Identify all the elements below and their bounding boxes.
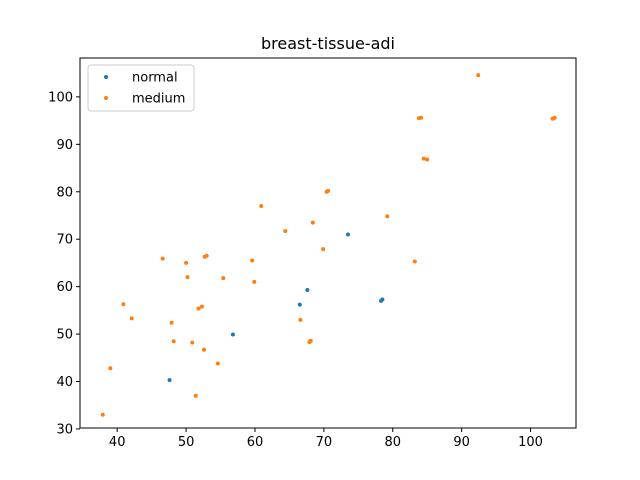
data-point-normal	[167, 378, 172, 383]
data-point-medium	[321, 247, 326, 252]
y-tick-label: 90	[56, 138, 73, 153]
legend-marker-normal	[104, 75, 108, 79]
data-point-normal	[297, 302, 302, 307]
x-tick-label: 40	[109, 435, 126, 450]
data-point-medium	[412, 259, 417, 264]
data-point-medium	[259, 204, 264, 208]
y-tick-label: 70	[56, 233, 73, 248]
legend-marker-medium	[104, 96, 108, 100]
data-point-medium	[171, 339, 176, 344]
data-point-medium	[298, 317, 303, 322]
data-point-medium	[204, 253, 209, 258]
data-point-medium	[108, 366, 113, 371]
data-point-normal	[380, 297, 385, 302]
data-point-medium	[196, 306, 201, 311]
x-tick-label: 50	[178, 435, 195, 450]
x-tick-label: 90	[453, 435, 470, 450]
data-point-normal	[305, 287, 310, 292]
data-point-medium	[419, 115, 423, 120]
data-point-medium	[252, 279, 257, 284]
plot-area: 40 50 60 70 80 90 100 30 40 50 60 70 80 90 100	[48, 57, 577, 450]
y-axis: 30 40 50 60 70 80 90 100	[48, 90, 80, 437]
x-axis: 40 50 60 70 80 90 100	[109, 428, 543, 450]
data-point-medium	[202, 347, 206, 352]
data-point-medium	[184, 260, 189, 265]
x-tick-label: 100	[518, 435, 543, 450]
x-tick-label: 70	[316, 435, 333, 450]
series-normal	[167, 232, 385, 383]
data-point-normal	[230, 332, 235, 337]
y-tick-label: 40	[56, 375, 73, 390]
data-point-medium	[160, 256, 165, 261]
legend-label-medium: medium	[132, 92, 185, 107]
data-point-medium	[425, 157, 430, 162]
data-point-medium	[129, 316, 134, 321]
data-point-medium	[221, 276, 226, 281]
data-point-medium	[476, 73, 481, 78]
legend-box	[87, 64, 195, 112]
data-point-medium	[100, 412, 105, 417]
data-point-medium	[310, 220, 315, 225]
series-medium	[100, 73, 557, 417]
data-point-medium	[283, 229, 288, 234]
data-point-medium	[215, 361, 220, 366]
y-tick-label: 80	[56, 185, 73, 200]
x-tick-label: 80	[384, 435, 401, 450]
data-point-normal	[345, 232, 350, 237]
points-layer	[100, 73, 557, 417]
y-tick-label: 100	[48, 90, 73, 105]
data-point-medium	[169, 320, 174, 325]
data-point-medium	[326, 188, 330, 193]
legend-entries: normal medium	[104, 71, 185, 107]
y-tick-label: 60	[56, 280, 73, 295]
legend: normal medium	[87, 64, 195, 112]
data-point-medium	[199, 304, 204, 309]
data-point-medium	[250, 258, 255, 263]
data-point-medium	[185, 275, 190, 280]
data-point-medium	[421, 156, 426, 161]
data-point-medium	[552, 115, 557, 120]
data-point-medium	[190, 340, 195, 345]
axes-frame	[79, 57, 577, 429]
y-tick-label: 50	[56, 328, 73, 343]
data-point-medium	[308, 338, 313, 343]
x-tick-label: 60	[247, 435, 264, 450]
data-point-medium	[193, 393, 198, 398]
chart-title: breast-tissue-adi	[261, 34, 395, 53]
y-tick-label: 30	[56, 422, 73, 437]
data-point-medium	[385, 214, 390, 219]
axes-background	[80, 58, 576, 428]
legend-label-normal: normal	[132, 71, 178, 86]
data-point-medium	[121, 302, 126, 307]
